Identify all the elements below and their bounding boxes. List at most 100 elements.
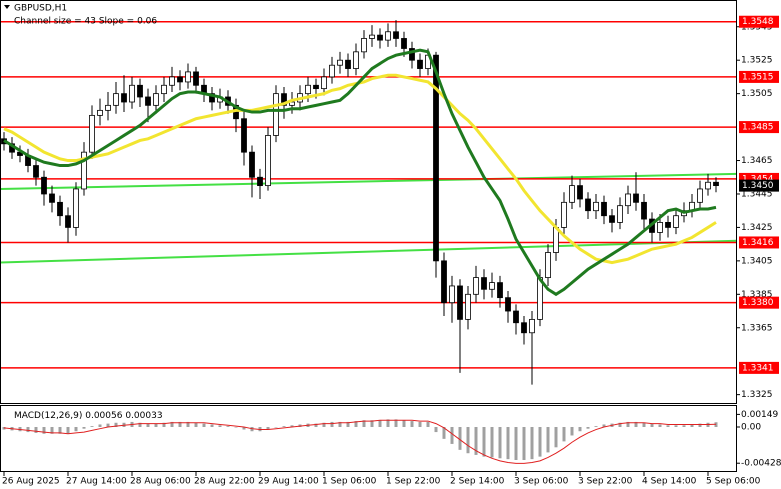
macd-bar <box>682 425 686 427</box>
level-label-box <box>739 15 779 28</box>
candle-body <box>705 181 711 190</box>
candle-body <box>209 93 215 103</box>
candle-body <box>593 201 599 212</box>
y-tick-label: 1.3405 <box>741 256 773 266</box>
candle-body <box>241 118 247 153</box>
candle-body <box>521 322 527 334</box>
candle-body <box>313 84 319 90</box>
candle-body <box>457 285 463 320</box>
macd-panel-border <box>0 405 737 472</box>
candle-body <box>185 71 191 83</box>
moving-average <box>3 48 717 297</box>
macd-bar <box>442 427 446 439</box>
trend-line <box>0 239 738 264</box>
macd-bar <box>530 427 534 460</box>
y-tick-label: 1.3325 <box>741 390 773 400</box>
macd-bar <box>290 425 294 427</box>
macd-bar <box>386 419 390 427</box>
candle-body <box>465 293 471 320</box>
macd-bar <box>330 421 334 427</box>
candle-body <box>601 201 607 217</box>
macd-bar <box>314 423 318 427</box>
macd-bar <box>170 421 174 427</box>
x-tick-label: 29 Aug 14:00 <box>258 477 319 487</box>
macd-bar <box>322 422 326 427</box>
candle-body <box>577 185 583 200</box>
macd-bar <box>666 425 670 427</box>
macd-bar <box>210 424 214 427</box>
level-label-box <box>739 121 779 134</box>
candle-body <box>65 215 71 228</box>
macd-bar <box>402 420 406 427</box>
macd-bar <box>602 424 606 427</box>
macd-bar <box>690 424 694 427</box>
macd-bar <box>202 423 206 427</box>
macd-bar <box>418 421 422 427</box>
macd-bar <box>282 426 286 427</box>
macd-bar <box>66 427 70 434</box>
candle-body <box>49 193 55 203</box>
macd-bar <box>58 427 62 434</box>
candle-body <box>41 176 47 195</box>
macd-bar <box>82 427 86 429</box>
candle-body <box>113 93 119 106</box>
candle-body <box>473 277 479 295</box>
x-tick-label: 2 Sep 14:00 <box>450 477 505 487</box>
macd-bar <box>34 427 38 433</box>
y-tick-label: 1.3525 <box>741 56 773 66</box>
macd-bar <box>346 421 350 427</box>
candle-body <box>377 34 383 41</box>
macd-bar <box>594 426 598 427</box>
candle-body <box>145 96 151 106</box>
candle-body <box>433 54 439 262</box>
candle-body <box>449 285 455 304</box>
level-label: 1.3485 <box>742 123 774 133</box>
candle-body <box>249 151 255 178</box>
x-tick-label: 28 Aug 22:00 <box>194 477 255 487</box>
x-tick-label: 27 Aug 14:00 <box>66 477 127 487</box>
candle-body <box>57 201 63 217</box>
level-label-box <box>739 70 779 83</box>
x-tick-label: 3 Sep 06:00 <box>514 477 569 487</box>
y-tick-label: 1.3505 <box>741 89 773 99</box>
macd-bar <box>338 421 342 427</box>
candle-body <box>513 310 519 324</box>
macd-bar <box>546 427 550 453</box>
macd-bar <box>146 423 150 427</box>
y-tick-label: 1.3385 <box>741 290 773 300</box>
candle-body <box>353 51 359 69</box>
macd-bar <box>626 421 630 427</box>
macd-bar <box>162 422 166 427</box>
candle-body <box>281 93 287 106</box>
x-tick-label: 26 Aug 2025 <box>2 477 60 487</box>
candle-body <box>657 222 663 233</box>
macd-bar <box>482 427 486 457</box>
candle-body <box>369 34 375 39</box>
macd-bar <box>274 427 278 428</box>
x-tick-label: 1 Sep 06:00 <box>322 477 377 487</box>
macd-signal-line <box>3 419 717 464</box>
candle-body <box>121 93 127 103</box>
candle-body <box>545 252 551 278</box>
macd-bar <box>90 426 94 427</box>
symbol-icon <box>4 5 10 9</box>
macd-bar <box>474 427 478 455</box>
macd-bar <box>434 427 438 433</box>
level-label: 1.3454 <box>742 174 774 184</box>
macd-bar <box>514 427 518 460</box>
y-tick-label: 1.3365 <box>741 323 773 333</box>
candle-body <box>625 193 631 207</box>
level-label: 1.3380 <box>742 298 774 308</box>
macd-bar <box>242 427 246 430</box>
candle-body <box>417 59 423 69</box>
candle-body <box>257 176 263 187</box>
macd-bar <box>538 427 542 457</box>
candle-body <box>33 165 39 178</box>
candle-body <box>169 76 175 86</box>
macd-bar <box>698 423 702 427</box>
candle-body <box>137 84 143 98</box>
macd-bar <box>370 420 374 427</box>
level-label: 1.3515 <box>742 72 774 82</box>
macd-bar <box>642 422 646 427</box>
